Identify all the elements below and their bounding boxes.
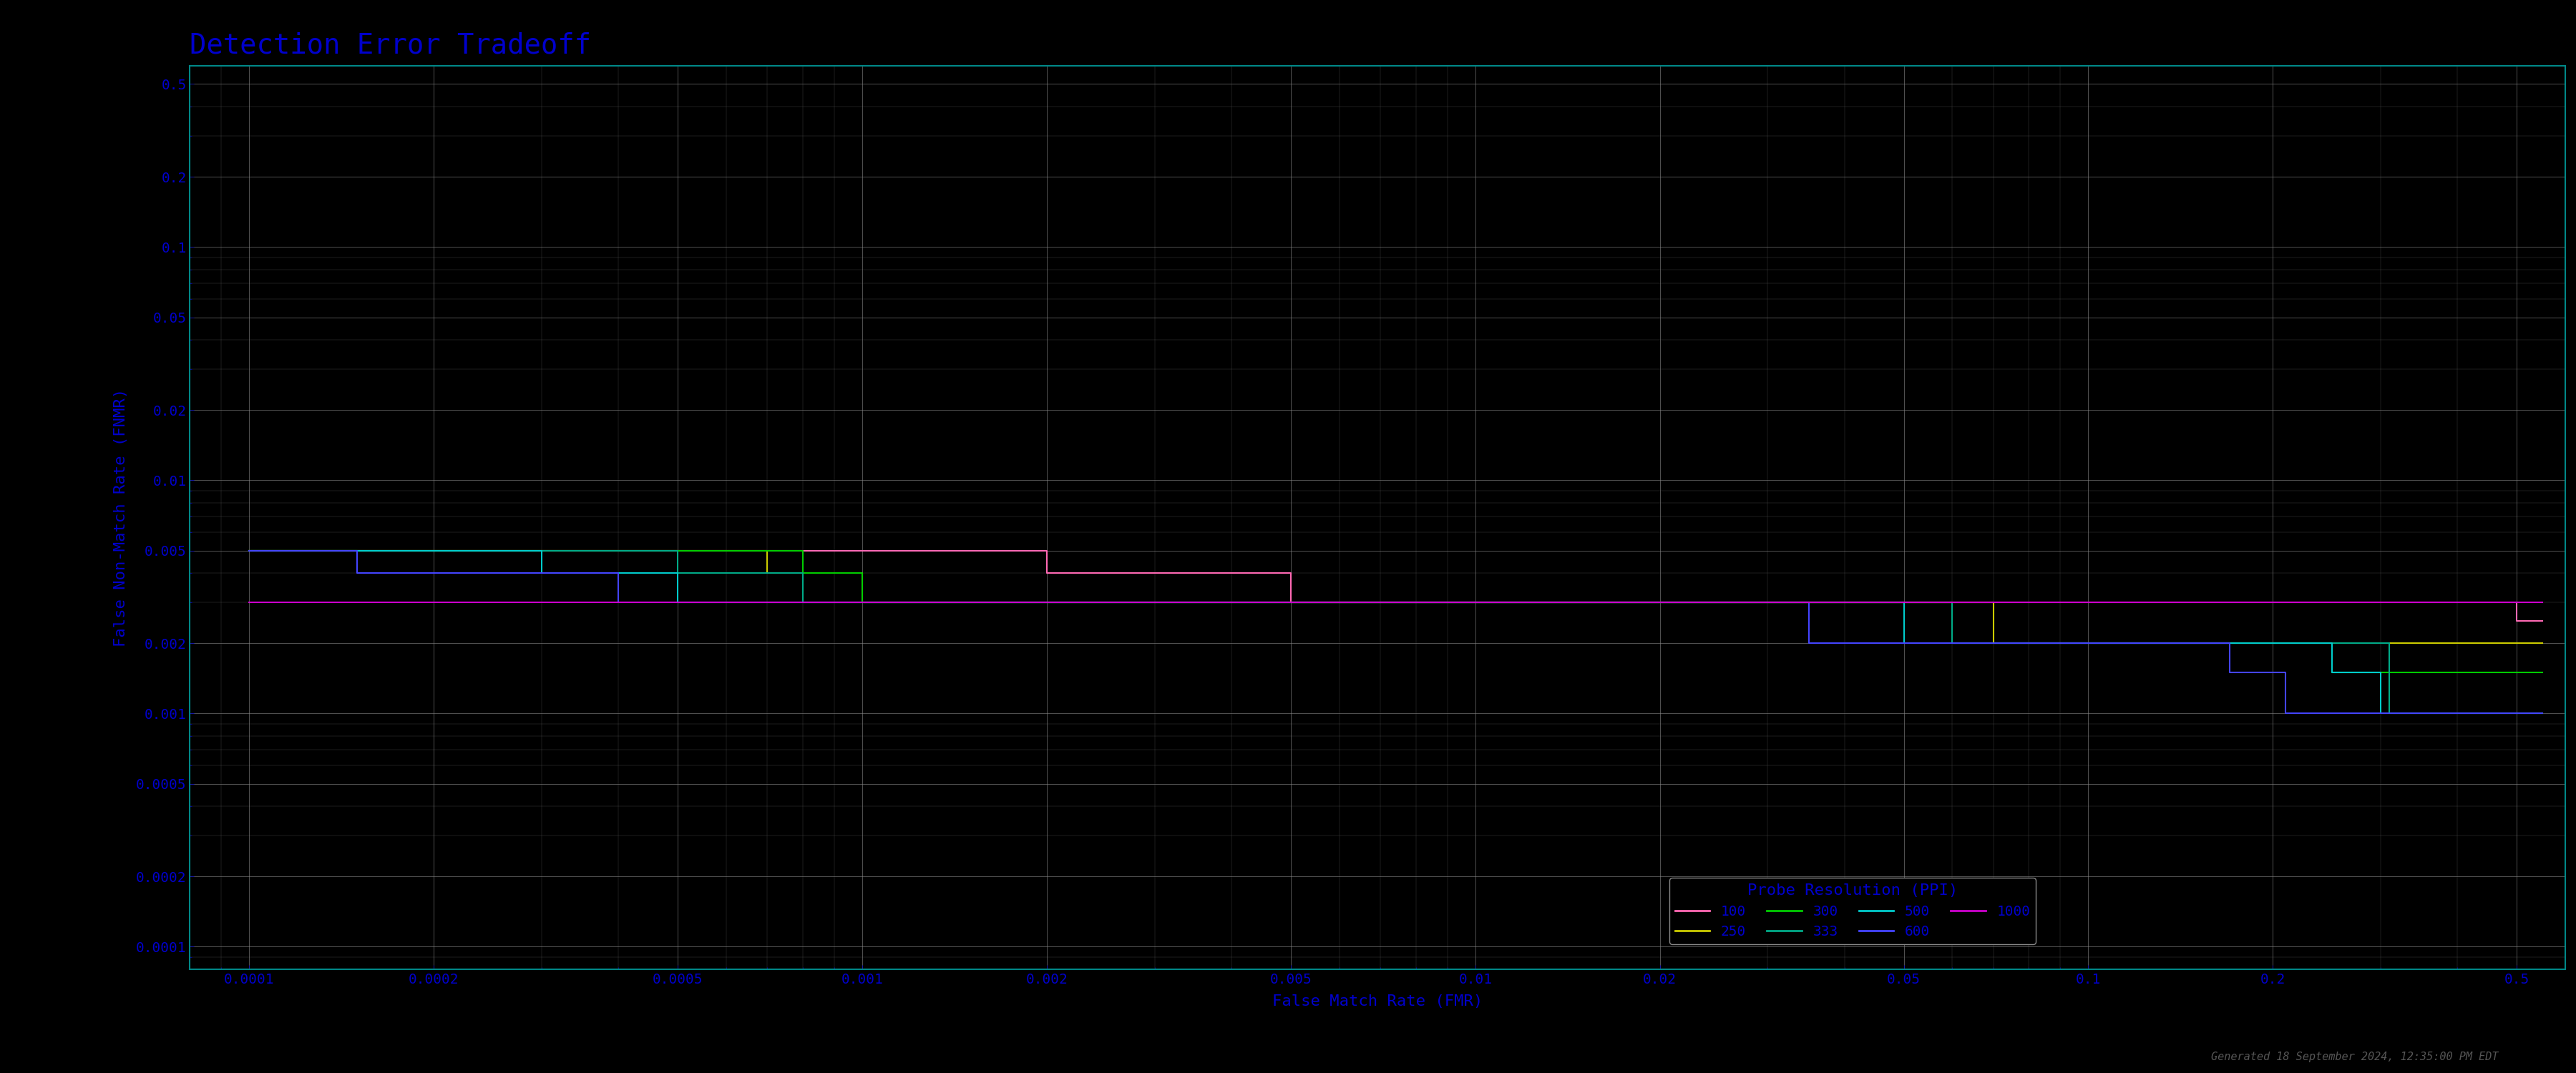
250 xyxy=(2501,637,2532,650)
100 xyxy=(1275,596,1306,608)
Line: 250: 250 xyxy=(250,550,2543,644)
100 xyxy=(1275,567,1306,579)
250 xyxy=(848,567,878,579)
600 xyxy=(1793,596,1824,608)
100 xyxy=(2182,596,2213,608)
333 xyxy=(2375,637,2406,650)
Line: 300: 300 xyxy=(250,550,2543,673)
333 xyxy=(788,567,819,579)
600 xyxy=(343,567,374,579)
500 xyxy=(526,567,556,579)
500 xyxy=(1888,637,1919,650)
500 xyxy=(662,567,693,579)
Line: 100: 100 xyxy=(250,550,2543,620)
500 xyxy=(662,596,693,608)
500 xyxy=(526,544,556,557)
500 xyxy=(2316,637,2347,650)
1000 xyxy=(2501,596,2532,608)
100 xyxy=(1030,544,1061,557)
600 xyxy=(603,567,634,579)
100 xyxy=(2182,596,2213,608)
300 xyxy=(2527,666,2558,679)
250 xyxy=(752,567,783,579)
333 xyxy=(234,544,265,557)
500 xyxy=(2365,707,2396,720)
600 xyxy=(1793,637,1824,650)
100 xyxy=(2501,596,2532,608)
100 xyxy=(2527,614,2558,627)
600 xyxy=(2269,707,2300,720)
600 xyxy=(603,596,634,608)
333 xyxy=(2527,707,2558,720)
250 xyxy=(1978,637,2009,650)
600 xyxy=(2215,666,2246,679)
300 xyxy=(1937,596,1968,608)
Text: Detection Error Tradeoff: Detection Error Tradeoff xyxy=(191,32,592,59)
1000 xyxy=(2527,596,2558,608)
250 xyxy=(848,596,878,608)
Line: 600: 600 xyxy=(250,550,2543,714)
500 xyxy=(1888,596,1919,608)
333 xyxy=(662,544,693,557)
250 xyxy=(752,544,783,557)
250 xyxy=(234,544,265,557)
X-axis label: False Match Rate (FMR): False Match Rate (FMR) xyxy=(1273,995,1484,1009)
250 xyxy=(1978,596,2009,608)
Text: Generated 18 September 2024, 12:35:00 PM EDT: Generated 18 September 2024, 12:35:00 PM… xyxy=(2210,1052,2499,1062)
250 xyxy=(2501,637,2532,650)
600 xyxy=(2269,666,2300,679)
600 xyxy=(343,544,374,557)
300 xyxy=(234,544,265,557)
333 xyxy=(1937,596,1968,608)
300 xyxy=(788,544,819,557)
Legend: 100, 250, 300, 333, 500, 600, 1000: 100, 250, 300, 333, 500, 600, 1000 xyxy=(1669,878,2035,944)
100 xyxy=(848,544,878,557)
333 xyxy=(662,567,693,579)
100 xyxy=(234,544,265,557)
500 xyxy=(2316,666,2347,679)
100 xyxy=(848,544,878,557)
333 xyxy=(788,596,819,608)
300 xyxy=(848,596,878,608)
600 xyxy=(234,544,265,557)
Line: 333: 333 xyxy=(250,550,2543,714)
300 xyxy=(2316,637,2347,650)
500 xyxy=(2365,666,2396,679)
100 xyxy=(2501,614,2532,627)
300 xyxy=(2316,666,2347,679)
100 xyxy=(1030,567,1061,579)
Line: 500: 500 xyxy=(250,550,2543,714)
333 xyxy=(1937,637,1968,650)
500 xyxy=(234,544,265,557)
500 xyxy=(2527,707,2558,720)
1000 xyxy=(234,596,265,608)
1000 xyxy=(2501,596,2532,608)
300 xyxy=(788,567,819,579)
300 xyxy=(848,567,878,579)
Y-axis label: False Non-Match Rate (FNMR): False Non-Match Rate (FNMR) xyxy=(113,388,129,647)
300 xyxy=(1937,637,1968,650)
250 xyxy=(2527,637,2558,650)
333 xyxy=(2375,707,2406,720)
600 xyxy=(2527,707,2558,720)
600 xyxy=(2215,637,2246,650)
